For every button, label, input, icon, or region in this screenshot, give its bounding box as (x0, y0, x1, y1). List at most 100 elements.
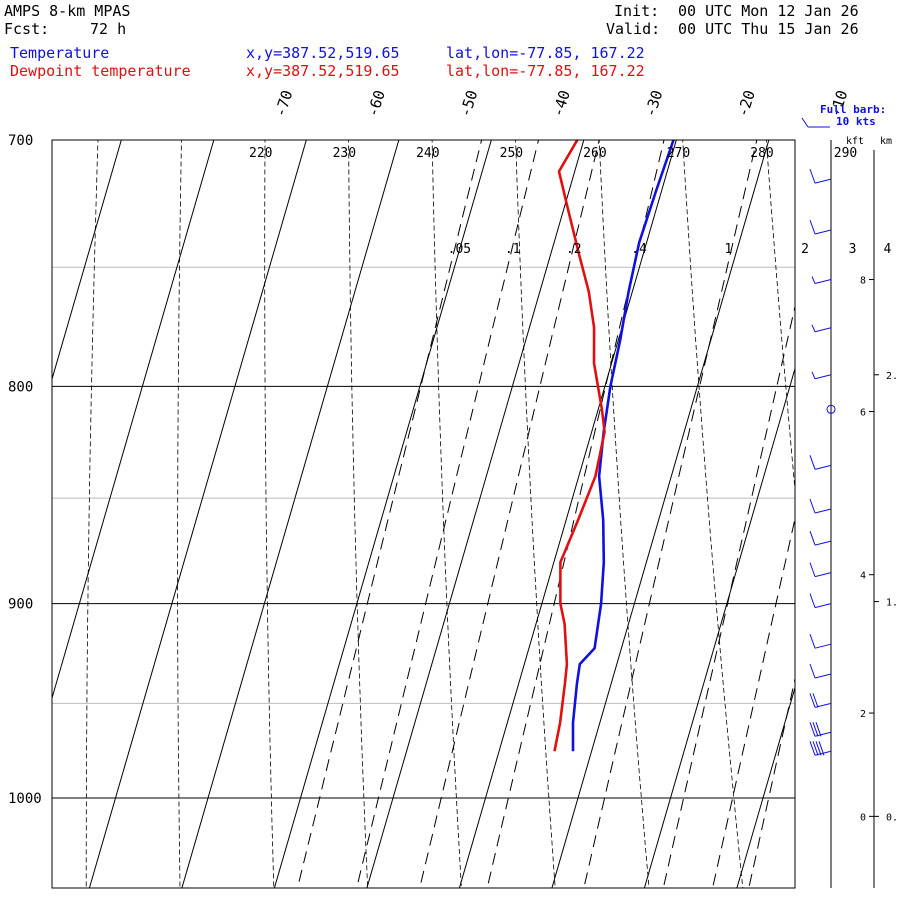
grid-lines (0, 114, 900, 889)
km-tick-label: 0. (886, 812, 898, 823)
wind-barb-half (811, 276, 816, 284)
mixing-ratio-line (712, 516, 795, 888)
mixing-ratio-label: .1 (505, 242, 521, 257)
mixing-ratio-line (583, 140, 758, 888)
legend-temperature-name: Temperature (10, 44, 110, 62)
kft-tick-label: 8 (860, 276, 866, 287)
legend-dewpoint-xy: x,y=387.52,519.65 (246, 62, 400, 80)
fcst-value: 72 h (90, 20, 127, 38)
kft-tick-label: 4 (860, 571, 866, 582)
mixing-ratio-line (356, 140, 540, 888)
mixing-ratio-line (802, 114, 900, 889)
fcst-label: Fcst: (4, 20, 50, 38)
wind-barb-full (809, 168, 816, 184)
isotherm-line (643, 366, 795, 888)
valid-value: 00 UTC Thu 15 Jan 26 (678, 20, 859, 38)
wind-barb-full (809, 693, 816, 708)
calm-circle (826, 404, 836, 414)
wind-barb-full (809, 219, 816, 235)
dry-adiabat-label: 220 (249, 146, 272, 161)
dry-adiabat-250 (515, 140, 556, 888)
wind-barb-shaft (814, 508, 832, 514)
isotherm-line (0, 140, 29, 888)
barb-legend-flag (801, 117, 809, 128)
isotherm-label: -20 (734, 88, 759, 119)
km-label: km (880, 136, 892, 147)
mixing-ratio-label: .4 (631, 242, 647, 257)
kft-tick-label: 6 (860, 408, 866, 419)
isotherm-line (273, 140, 492, 888)
isotherm-label: -60 (364, 88, 389, 119)
mixing-ratio-line (748, 676, 795, 888)
mixing-ratio-label: 4 (884, 242, 892, 257)
wind-barb-full (815, 722, 822, 737)
dewpoint-line (553, 140, 606, 752)
mixing-ratio-label: 3 (849, 242, 857, 257)
wind-barb-shaft (814, 540, 832, 546)
wind-barb-full (809, 634, 816, 649)
mixing-ratio-label: .2 (566, 242, 582, 257)
isotherm-line (52, 140, 215, 700)
temperature-line (571, 140, 675, 752)
isotherm-line (458, 140, 677, 888)
mixing-ratio-label: 2 (801, 242, 809, 257)
wind-barb-full (809, 498, 816, 514)
mixing-ratio-label: 1 (725, 242, 733, 257)
pressure-label: 800 (8, 379, 33, 395)
dry-adiabat-240 (431, 140, 462, 888)
wind-barb-shaft (814, 229, 832, 235)
wind-barb-shaft (814, 178, 832, 184)
barb-legend-line2: 10 kts (836, 115, 876, 128)
wind-barb-shaft (814, 327, 832, 333)
wind-barb-full (809, 741, 816, 756)
wind-barb-full (809, 530, 816, 546)
model-title: AMPS 8-km MPAS (4, 2, 131, 20)
isotherm-label: -30 (641, 88, 666, 119)
legend-temperature-xy: x,y=387.52,519.65 (246, 44, 400, 62)
dry-adiabat-260 (598, 140, 650, 888)
isotherm-label: -40 (549, 88, 574, 119)
wind-barb-shaft (814, 673, 832, 679)
wind-barb-full (809, 593, 816, 608)
dry-adiabat-220 (264, 140, 275, 888)
init-value: 00 UTC Mon 12 Jan 26 (678, 2, 859, 20)
plot-frame (51, 139, 796, 889)
wind-barb-shaft (814, 643, 832, 649)
isotherm-line (181, 140, 400, 888)
wind-barb-full (812, 693, 819, 708)
wind-barb-shaft (814, 572, 832, 578)
dry-adiabat-label: 230 (333, 146, 356, 161)
dry-adiabat-270 (682, 140, 744, 888)
pressure-label: 1000 (8, 791, 42, 807)
legend-dewpoint-latlon: lat,lon=-77.85, 167.22 (446, 62, 645, 80)
km-tick-label: 2. (886, 371, 898, 382)
init-label: Init: (614, 2, 660, 20)
isotherm-line (736, 685, 795, 888)
isotherm-line (551, 140, 770, 888)
isotherm-line (366, 140, 585, 888)
wind-barb-full (809, 663, 816, 679)
wind-barb-full (815, 741, 822, 756)
pressure-label: 900 (8, 597, 33, 613)
isotherm-label: -50 (456, 88, 481, 119)
kft-tick-label: 0 (860, 812, 866, 823)
mixing-ratio-label: .05 (448, 242, 471, 257)
dry-adiabat-200 (85, 140, 99, 888)
isotherm-line (88, 140, 307, 888)
wind-barb-full (809, 562, 816, 577)
wind-barb-half (811, 371, 816, 379)
kft-label: kft (846, 136, 864, 147)
dry-adiabat-230 (348, 140, 368, 888)
legend-temperature-latlon: lat,lon=-77.85, 167.22 (446, 44, 645, 62)
dry-adiabat-280 (765, 140, 795, 494)
wind-barb-full (809, 722, 816, 737)
wind-barb-full (818, 741, 825, 756)
dry-adiabat-label: 260 (583, 146, 606, 161)
dry-adiabat-210 (177, 140, 182, 888)
pressure-label: 700 (8, 133, 33, 149)
wind-barb-shaft (814, 279, 832, 285)
dry-adiabat-190 (0, 114, 16, 889)
dry-adiabat-label: 290 (834, 146, 857, 161)
isotherm-line (52, 140, 122, 381)
